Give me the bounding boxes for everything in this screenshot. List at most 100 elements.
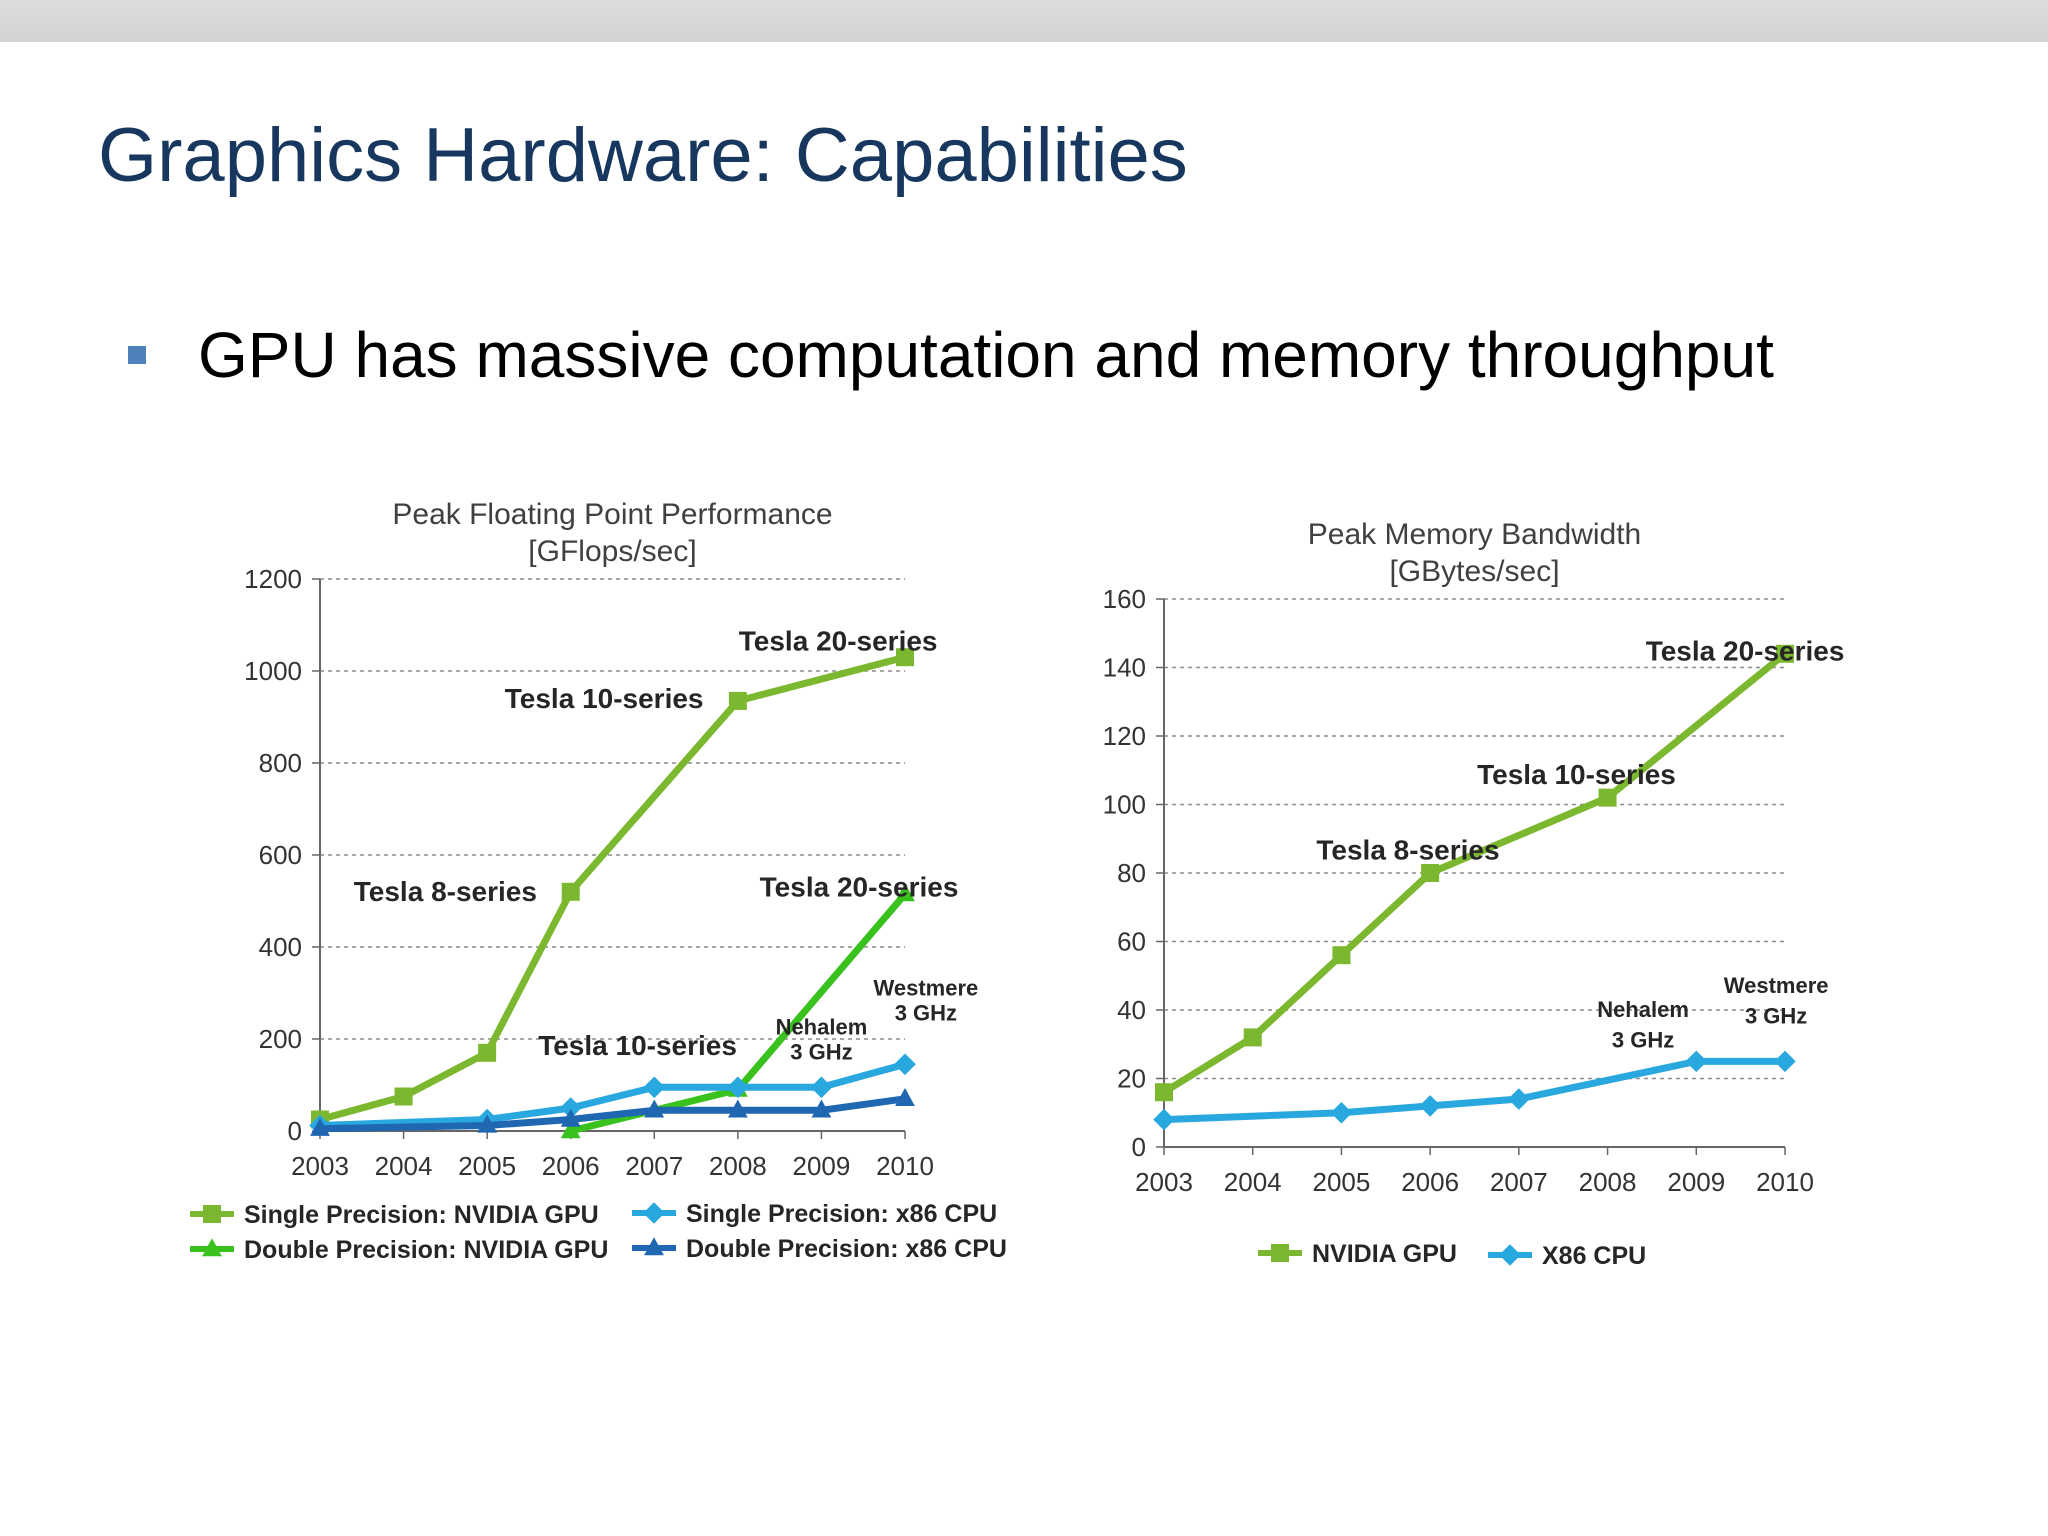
flops-data-point [728, 691, 747, 710]
bw-data-point [1598, 788, 1617, 807]
bw-x-tick-label: 2005 [1313, 1167, 1371, 1197]
bw-x-tick-label: 2003 [1135, 1167, 1193, 1197]
slide-title: Graphics Hardware: Capabilities [98, 113, 1188, 198]
bw-data-point [1508, 1088, 1530, 1110]
flops-annotation: Tesla 20-series [739, 625, 938, 656]
bw-data-point [1155, 1083, 1173, 1102]
bw-annotation: Tesla 20-series [1646, 636, 1845, 667]
flops-data-point [478, 1043, 497, 1062]
bw-x-tick-label: 2008 [1579, 1167, 1637, 1197]
bw-chart-subtitle: [GBytes/sec] [1389, 555, 1559, 588]
bw-y-tick-label: 140 [1103, 653, 1146, 683]
bw-series-0 [1155, 644, 1794, 1102]
flops-legend-marker [643, 1202, 665, 1224]
bw-legend-label: X86 CPU [1542, 1242, 1646, 1270]
flops-y-tick-label: 0 [288, 1116, 302, 1146]
bw-y-tick-label: 160 [1103, 584, 1146, 614]
bw-data-point [1685, 1050, 1708, 1073]
bw-data-point [1243, 1028, 1262, 1047]
flops-data-point [727, 1076, 749, 1099]
flops-data-point [896, 648, 914, 667]
flops-legend-marker [202, 1238, 222, 1257]
flops-legend-marker [203, 1205, 221, 1223]
flops-x-tick-label: 2007 [625, 1151, 683, 1181]
bw-annotation: Westmere [1724, 973, 1829, 998]
bw-y-tick-label: 80 [1117, 858, 1146, 888]
bw-x-tick-label: 2010 [1756, 1167, 1814, 1197]
bullet-square-icon [128, 346, 146, 364]
bw-data-point [1421, 864, 1440, 882]
flops-x-tick-label: 2010 [876, 1151, 934, 1181]
bw-y-tick-label: 60 [1117, 927, 1146, 957]
flops-data-point [394, 1087, 413, 1106]
bullet-point: GPU has massive computation and memory t… [128, 318, 1774, 392]
flops-legend-marker [644, 1237, 664, 1256]
flops-annotation: 3 GHz [790, 1040, 852, 1065]
bw-annotation: Tesla 10-series [1477, 759, 1676, 790]
flops-series-3 [310, 1088, 915, 1136]
bw-legend-item: X86 CPU [1488, 1242, 1646, 1270]
bw-annotation: 3 GHz [1745, 1004, 1807, 1029]
bw-chart-title: Peak Memory Bandwidth [1308, 518, 1642, 551]
bw-legend-marker [1499, 1244, 1521, 1266]
bw-data-point [1776, 644, 1794, 663]
bw-data-point [1419, 1095, 1441, 1117]
bw-data-point [1153, 1108, 1175, 1131]
flops-x-tick-label: 2005 [458, 1151, 516, 1181]
flops-y-tick-label: 1000 [244, 656, 302, 686]
bw-annotation: 3 GHz [1612, 1028, 1674, 1053]
flops-data-point [644, 1099, 665, 1118]
flops-data-point [895, 1088, 915, 1106]
flops-legend-item: Double Precision: x86 CPU [632, 1235, 1007, 1263]
bw-y-tick-label: 20 [1117, 1064, 1146, 1094]
flops-y-tick-label: 800 [259, 748, 302, 778]
bw-data-point [1330, 1101, 1353, 1124]
flops-data-point [310, 1117, 330, 1136]
bw-annotation: Tesla 8-series [1316, 834, 1499, 865]
flops-annotation: Westmere [874, 975, 979, 1000]
flops-y-tick-label: 1200 [244, 564, 302, 594]
flops-annotation: Tesla 20-series [760, 871, 959, 902]
flops-legend-label: Single Precision: x86 CPU [686, 1200, 997, 1228]
flops-data-point [477, 1114, 498, 1133]
bw-x-tick-label: 2006 [1401, 1167, 1459, 1197]
flops-data-point [811, 1099, 832, 1118]
flops-x-tick-label: 2004 [375, 1151, 433, 1181]
flops-data-point [560, 1108, 581, 1127]
flops-annotation: Tesla 10-series [505, 683, 704, 714]
flops-chart: Peak Floating Point Performance [GFlops/s… [190, 498, 1007, 1264]
flops-data-point [727, 1099, 748, 1118]
bw-legend-marker [1271, 1244, 1289, 1262]
bw-series-line [1162, 651, 1788, 1096]
bw-x-tick-label: 2007 [1490, 1167, 1548, 1197]
flops-data-point [810, 1076, 833, 1099]
flops-legend-label: Single Precision: NVIDIA GPU [244, 1201, 599, 1229]
bandwidth-chart: Peak Memory Bandwidth [GBytes/sec] 0 20 40 60… [1103, 518, 1845, 1270]
bw-y-tick-label: 0 [1132, 1132, 1146, 1162]
flops-x-tick-label: 2008 [709, 1151, 767, 1181]
flops-x-tick-label: 2003 [291, 1151, 349, 1181]
flops-legend-item: Single Precision: x86 CPU [632, 1200, 997, 1228]
bw-series-1 [1153, 1050, 1796, 1131]
flops-legend-label: Double Precision: x86 CPU [686, 1235, 1007, 1263]
flops-data-point [895, 883, 915, 902]
flops-x-tick-label: 2006 [542, 1151, 600, 1181]
flops-annotation: Tesla 10-series [538, 1030, 737, 1061]
flops-x-tick-label: 2009 [793, 1151, 851, 1181]
flops-chart-title: Peak Floating Point Performance [392, 498, 832, 531]
flops-data-point [561, 882, 580, 901]
flops-y-tick-label: 200 [259, 1024, 302, 1054]
flops-series-line [319, 653, 906, 1123]
flops-chart-subtitle: [GFlops/sec] [528, 535, 696, 568]
bw-y-tick-label: 100 [1103, 790, 1146, 820]
flops-data-point [560, 1120, 581, 1139]
slide-top-band [0, 0, 2048, 42]
flops-legend-item: Single Precision: NVIDIA GPU [190, 1201, 599, 1229]
bw-data-point [1332, 946, 1351, 965]
flops-legend-label: Double Precision: NVIDIA GPU [244, 1236, 608, 1264]
bw-data-point [1774, 1050, 1796, 1073]
bw-annotation: Nehalem [1597, 997, 1689, 1022]
flops-annotation: Nehalem [776, 1014, 868, 1039]
flops-legend-item: Double Precision: NVIDIA GPU [190, 1236, 608, 1264]
flops-annotation: 3 GHz [895, 1001, 957, 1026]
